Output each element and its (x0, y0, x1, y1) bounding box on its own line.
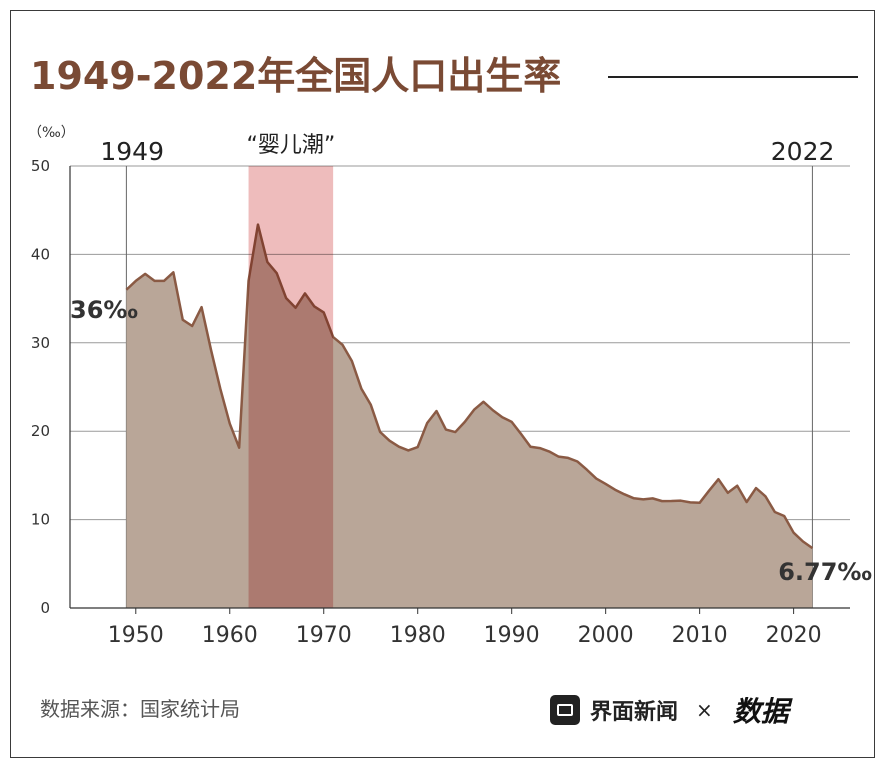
y-tick-label-40: 40 (31, 245, 50, 263)
x-tick-label-2020: 2020 (766, 623, 822, 648)
y-unit-label: （‰） (28, 125, 75, 141)
end-year-label: 2022 (771, 137, 835, 166)
x-tick-label-2000: 2000 (578, 623, 634, 648)
y-tick-label-30: 30 (31, 334, 50, 352)
start-value-label: 36‰ (70, 296, 138, 324)
brand-block: 界面新闻 × 数据 (550, 690, 789, 730)
title-rule (608, 76, 858, 78)
start-year-label: 1949 (100, 137, 164, 166)
end-value-label: 6.77‰ (778, 558, 872, 586)
y-tick-label-50: 50 (31, 157, 50, 175)
x-tick-label-1960: 1960 (202, 623, 258, 648)
x-tick-label-1990: 1990 (484, 623, 540, 648)
x-tick-label-2010: 2010 (672, 623, 728, 648)
brand-separator: × (696, 698, 713, 722)
baby-boom-band (248, 166, 334, 608)
page-title: 1949-2022年全国人口出生率 (30, 54, 562, 98)
y-tick-label-20: 20 (31, 422, 50, 440)
x-tick-label-1970: 1970 (296, 623, 352, 648)
birth-rate-line (125, 223, 814, 550)
partner-logo: 数据 (732, 695, 789, 728)
brand-name: 界面新闻 (590, 700, 679, 725)
y-tick-label-10: 10 (31, 511, 50, 529)
data-source: 数据来源：国家统计局 (40, 697, 240, 721)
x-tick-label-1980: 1980 (390, 623, 446, 648)
jiemian-logo-icon (550, 695, 580, 725)
x-tick-label-1950: 1950 (108, 623, 164, 648)
y-tick-label-0: 0 (40, 599, 50, 617)
baby-boom-label: “婴儿潮” (246, 133, 335, 158)
